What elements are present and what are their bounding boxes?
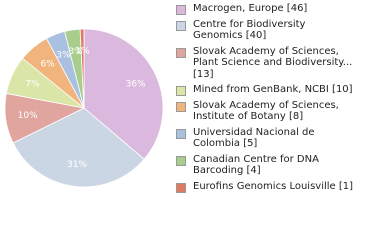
legend-entry: Slovak Academy of Sciences, Institute of…: [174, 100, 378, 123]
slice-label: 7%: [25, 80, 40, 90]
legend-entry: Mined from GenBank, NCBI [10]: [174, 84, 378, 96]
legend-label: Eurofins Genomics Louisville [1]: [193, 180, 354, 192]
pie-area: 36%31%10%7%6%3%3%1%: [4, 28, 164, 188]
slice-label: 6%: [41, 60, 56, 70]
slice-label: 36%: [126, 80, 146, 90]
legend-swatch: [176, 86, 186, 96]
legend-entry: Slovak Academy of Sciences, Plant Scienc…: [174, 46, 378, 81]
slice-label: 3%: [56, 50, 71, 60]
pie-slice: [79, 28, 85, 109]
slice-label: 1%: [75, 47, 90, 57]
legend-swatch: [176, 182, 186, 193]
slice-label: 3%: [68, 47, 83, 57]
pie-slice: [83, 28, 164, 160]
legend-label: Slovak Academy of Sciences, Plant Scienc…: [193, 45, 353, 80]
slice-label: 10%: [18, 111, 38, 121]
legend: Macrogen, Europe [46] Centre for Biodiver…: [174, 3, 378, 196]
legend-swatch: [176, 5, 186, 15]
legend-entry: Universidad Nacional de Colombia [5]: [174, 127, 378, 150]
slice-label: 31%: [67, 160, 87, 170]
legend-swatch: [176, 20, 186, 31]
legend-swatch: [176, 155, 186, 166]
legend-label: Universidad Nacional de Colombia [5]: [193, 126, 315, 150]
legend-label: Canadian Centre for DNA Barcoding [4]: [193, 153, 319, 177]
legend-swatch: [176, 101, 186, 112]
legend-label: Macrogen, Europe [46]: [193, 3, 308, 14]
legend-entry: Canadian Centre for DNA Barcoding [4]: [174, 154, 378, 177]
legend-label: Centre for Biodiversity Genomics [40]: [193, 18, 306, 42]
legend-entry: Eurofins Genomics Louisville [1]: [174, 181, 378, 193]
pie-slice: [12, 107, 145, 188]
legend-entry: Macrogen, Europe [46]: [174, 3, 378, 15]
legend-swatch: [176, 47, 186, 58]
legend-label: Slovak Academy of Sciences, Institute of…: [193, 99, 339, 123]
legend-swatch: [176, 128, 186, 139]
legend-label: Mined from GenBank, NCBI [10]: [193, 84, 353, 95]
legend-entry: Centre for Biodiversity Genomics [40]: [174, 19, 378, 42]
